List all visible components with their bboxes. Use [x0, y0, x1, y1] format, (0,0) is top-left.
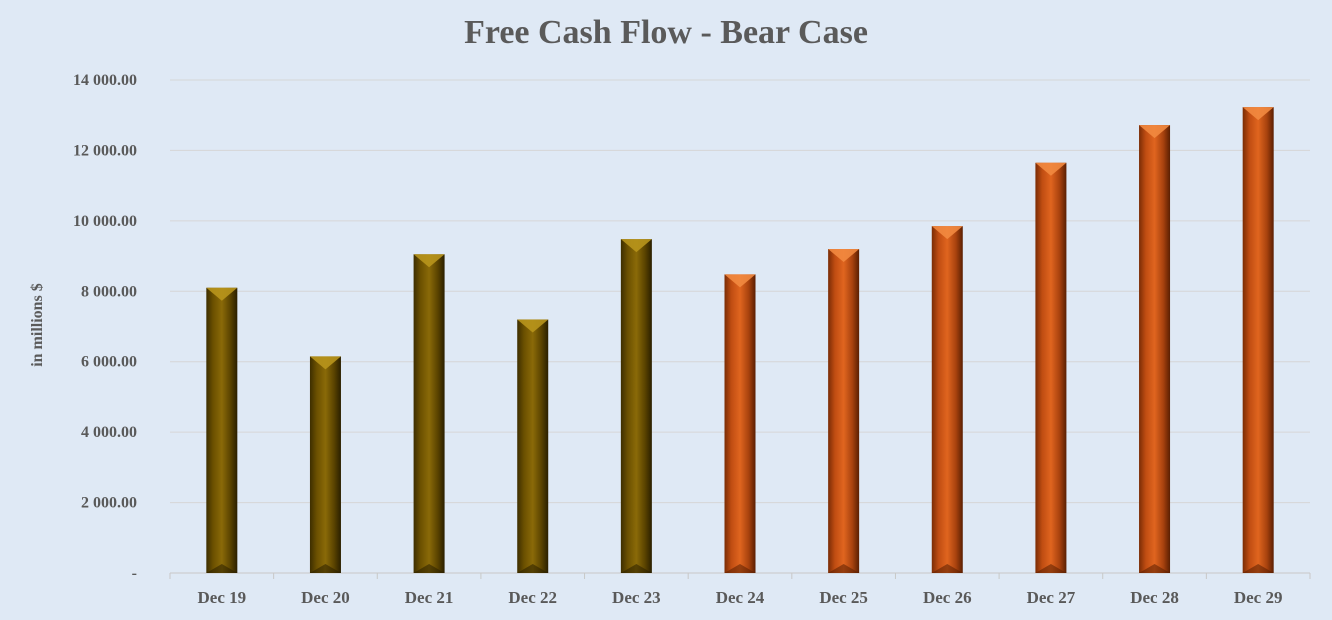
x-tick-label: Dec 20 — [301, 588, 350, 607]
bar — [1139, 125, 1171, 574]
x-tick-label: Dec 28 — [1130, 588, 1179, 607]
bar-cap — [620, 239, 652, 253]
bar-cap — [309, 356, 341, 370]
bar-body — [620, 239, 652, 573]
bar-cap — [206, 287, 238, 301]
bar-cap — [517, 319, 549, 333]
bar-base — [206, 564, 238, 573]
bar — [1035, 162, 1067, 573]
bar-base — [724, 564, 756, 573]
y-tick-label: 14 000.00 — [73, 72, 137, 89]
bar-base — [517, 564, 549, 573]
bar-cap — [724, 274, 756, 288]
bar — [309, 356, 341, 573]
bar — [206, 287, 238, 573]
chart-title: Free Cash Flow - Bear Case — [464, 14, 868, 51]
bar-cap — [413, 254, 445, 268]
bar-body — [724, 274, 756, 573]
bar — [620, 239, 652, 573]
bar-cap — [1035, 162, 1067, 176]
bar-base — [620, 564, 652, 573]
y-tick-label: 4 000.00 — [81, 424, 137, 441]
bar-base — [931, 564, 963, 573]
bar-body — [828, 249, 860, 573]
bar — [828, 249, 860, 573]
bar-cap — [1242, 107, 1274, 121]
y-tick-label: 8 000.00 — [81, 283, 137, 300]
y-tick-label: 10 000.00 — [73, 213, 137, 230]
y-tick-label: - — [132, 565, 137, 582]
bar-body — [1139, 125, 1171, 574]
bar-cap — [828, 249, 860, 263]
y-tick-label: 2 000.00 — [81, 495, 137, 512]
x-tick-label: Dec 19 — [198, 588, 247, 607]
x-tick-label: Dec 25 — [819, 588, 868, 607]
x-tick-label: Dec 27 — [1027, 588, 1076, 607]
bar-cap — [1139, 125, 1171, 139]
bar-body — [413, 254, 445, 573]
bar-body — [309, 356, 341, 573]
bar — [1242, 107, 1274, 574]
bar-body — [931, 226, 963, 573]
bar-base — [1139, 564, 1171, 573]
x-tick-label: Dec 26 — [923, 588, 972, 607]
bar-cap — [931, 226, 963, 240]
bar-body — [1242, 107, 1274, 574]
bar — [724, 274, 756, 573]
bar — [517, 319, 549, 573]
x-tick-label: Dec 22 — [508, 588, 557, 607]
x-tick-label: Dec 24 — [716, 588, 765, 607]
bar-base — [1242, 564, 1274, 573]
y-tick-label: 12 000.00 — [73, 142, 137, 159]
x-tick-label: Dec 29 — [1234, 588, 1283, 607]
bar-base — [1035, 564, 1067, 573]
bar — [931, 226, 963, 573]
x-tick-label: Dec 23 — [612, 588, 661, 607]
bar-base — [828, 564, 860, 573]
bar-base — [413, 564, 445, 573]
bar-body — [517, 319, 549, 573]
bar — [413, 254, 445, 573]
y-tick-label: 6 000.00 — [81, 354, 137, 371]
x-tick-label: Dec 21 — [405, 588, 454, 607]
bar-body — [1035, 162, 1067, 573]
bar-body — [206, 287, 238, 573]
bar-base — [309, 564, 341, 573]
